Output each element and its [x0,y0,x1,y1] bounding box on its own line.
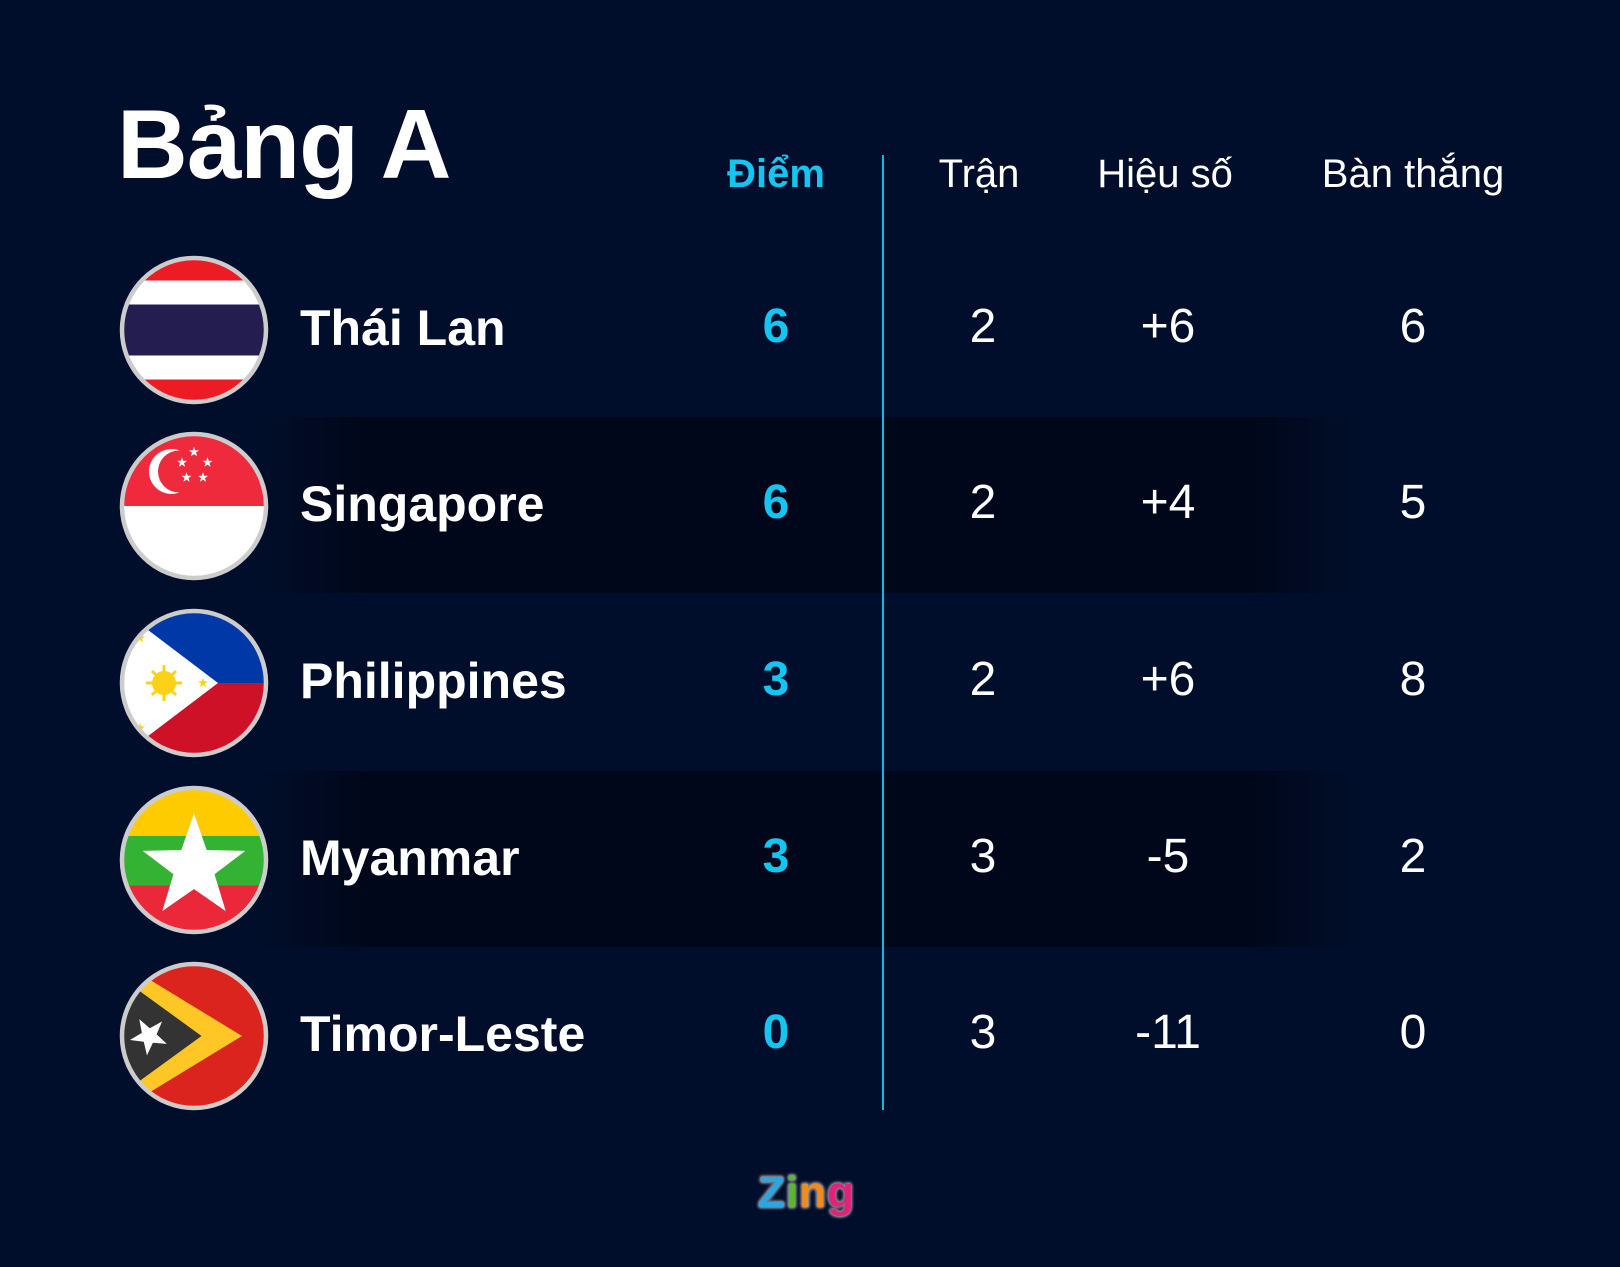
page-title: Bảng A [117,89,451,199]
goals-for: 2 [1399,830,1427,883]
table-row: Thái Lan 6 2 +6 6 [0,241,1620,417]
points: 3 [762,653,790,706]
row-band [250,771,1365,947]
row-band [250,417,1365,593]
thailand-flag-icon [119,255,269,405]
header-goals-for: Bàn thắng [1321,152,1505,196]
table-row: Singapore 6 2 +4 5 [0,417,1620,593]
table-row: Timor-Leste 0 3 -11 0 [0,947,1620,1123]
goals-for: 8 [1399,653,1427,706]
timor-leste-flag-icon [119,961,269,1111]
played: 2 [969,300,997,353]
table-row: Philippines 3 2 +6 8 [0,594,1620,770]
played: 2 [969,653,997,706]
team-name: Thái Lan [300,300,506,356]
header-played: Trận [938,152,1020,196]
played: 3 [969,830,997,883]
goals-for: 0 [1399,1006,1427,1059]
goal-diff: +6 [1140,653,1196,706]
goals-for: 6 [1399,300,1427,353]
team-name: Timor-Leste [300,1006,586,1062]
points: 6 [762,476,790,529]
played: 2 [969,476,997,529]
points: 0 [762,1006,790,1059]
singapore-flag-icon [119,431,269,581]
zing-logo: Zing [758,1168,855,1217]
points: 6 [762,300,790,353]
team-name: Myanmar [300,830,520,886]
goal-diff: -5 [1146,830,1190,883]
played: 3 [969,1006,997,1059]
goal-diff: +4 [1140,476,1196,529]
header-points: Điểm [727,152,825,196]
goal-diff: -11 [1135,1006,1201,1059]
myanmar-flag-icon [119,785,269,935]
header-goal-diff: Hiệu số [1097,152,1233,196]
column-divider [882,155,884,1110]
points: 3 [762,830,790,883]
goals-for: 5 [1399,476,1427,529]
goal-diff: +6 [1140,300,1196,353]
philippines-flag-icon [119,608,269,758]
table-row: Myanmar 3 3 -5 2 [0,771,1620,947]
team-name: Philippines [300,653,567,709]
team-name: Singapore [300,476,545,532]
